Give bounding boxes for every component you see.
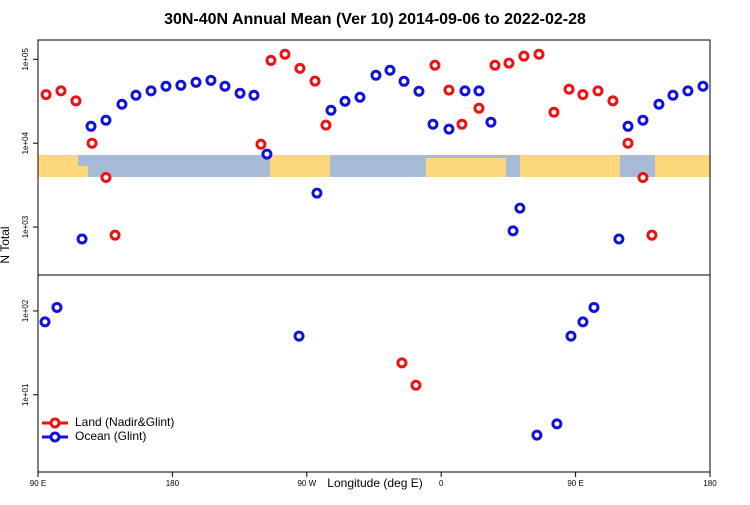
data-point xyxy=(109,229,121,241)
x-tick-label: 0 xyxy=(439,479,444,488)
data-point xyxy=(205,74,217,86)
data-point xyxy=(55,85,67,97)
data-point xyxy=(70,95,82,107)
data-point xyxy=(548,106,560,118)
data-point xyxy=(489,59,501,71)
legend-label: Ocean (Glint) xyxy=(75,429,146,443)
y-tick-label: 1e+05 xyxy=(21,48,30,71)
data-point xyxy=(443,123,455,135)
data-point xyxy=(613,233,625,245)
data-point xyxy=(531,429,543,441)
y-tick-label: 1e+03 xyxy=(21,215,30,238)
y-tick-label: 1e+02 xyxy=(21,299,30,322)
data-point xyxy=(116,98,128,110)
data-point xyxy=(100,114,112,126)
data-point xyxy=(100,171,112,183)
x-tick-label: 180 xyxy=(703,479,717,488)
data-point xyxy=(339,95,351,107)
data-point xyxy=(622,120,634,132)
data-point xyxy=(485,116,497,128)
data-point xyxy=(607,95,619,107)
data-point xyxy=(682,85,694,97)
data-point xyxy=(410,379,422,391)
data-point xyxy=(503,57,515,69)
data-point xyxy=(637,114,649,126)
data-point xyxy=(40,89,52,101)
data-point xyxy=(294,62,306,74)
data-point xyxy=(429,59,441,71)
data-point xyxy=(396,357,408,369)
data-point xyxy=(309,75,321,87)
chart-title: 30N-40N Annual Mean (Ver 10) 2014-09-06 … xyxy=(164,11,586,28)
data-point xyxy=(384,64,396,76)
data-point xyxy=(398,75,410,87)
data-point xyxy=(533,48,545,60)
x-tick-label: 180 xyxy=(166,479,180,488)
data-point xyxy=(190,76,202,88)
data-point xyxy=(325,104,337,116)
x-tick-label: 90 W xyxy=(297,479,316,488)
data-point xyxy=(293,330,305,342)
data-point xyxy=(219,80,231,92)
data-point xyxy=(473,85,485,97)
plot-frame xyxy=(37,39,711,473)
legend-marker xyxy=(49,417,61,429)
data-point xyxy=(588,301,600,313)
data-point xyxy=(697,80,709,92)
x-tick-label: 90 E xyxy=(30,479,46,488)
data-point xyxy=(39,316,51,328)
data-point xyxy=(565,330,577,342)
data-point xyxy=(592,85,604,97)
data-point xyxy=(175,79,187,91)
data-point xyxy=(145,85,157,97)
data-point xyxy=(311,187,323,199)
y-axis-label: N Total xyxy=(0,226,12,263)
data-point xyxy=(563,83,575,95)
data-point xyxy=(85,120,97,132)
data-point xyxy=(577,89,589,101)
legend-marker xyxy=(49,431,61,443)
data-point xyxy=(622,137,634,149)
data-point xyxy=(507,225,519,237)
data-point xyxy=(248,89,260,101)
data-point xyxy=(518,50,530,62)
data-point xyxy=(130,89,142,101)
y-tick-label: 1e+04 xyxy=(21,131,30,154)
data-point xyxy=(354,91,366,103)
y-tick-label: 1e+01 xyxy=(21,383,30,406)
data-point xyxy=(160,80,172,92)
data-point xyxy=(255,138,267,150)
data-point xyxy=(514,202,526,214)
data-point xyxy=(51,301,63,313)
data-point xyxy=(76,233,88,245)
data-point xyxy=(653,98,665,110)
data-point xyxy=(646,229,658,241)
x-tick-label: 90 E xyxy=(567,479,583,488)
data-point xyxy=(459,85,471,97)
data-point xyxy=(413,85,425,97)
data-point xyxy=(261,148,273,160)
data-point xyxy=(443,84,455,96)
data-point xyxy=(279,48,291,60)
data-point xyxy=(577,316,589,328)
data-point xyxy=(320,119,332,131)
legend-label: Land (Nadir&Glint) xyxy=(75,415,174,429)
data-point xyxy=(86,137,98,149)
data-point xyxy=(234,87,246,99)
data-point xyxy=(265,54,277,66)
map-strip xyxy=(38,155,710,177)
data-point xyxy=(637,171,649,183)
data-point xyxy=(551,418,563,430)
data-point xyxy=(473,102,485,114)
x-axis-label: Longitude (deg E) xyxy=(327,476,422,490)
data-point xyxy=(456,118,468,130)
data-point xyxy=(427,118,439,130)
data-point xyxy=(370,69,382,81)
data-point xyxy=(667,89,679,101)
